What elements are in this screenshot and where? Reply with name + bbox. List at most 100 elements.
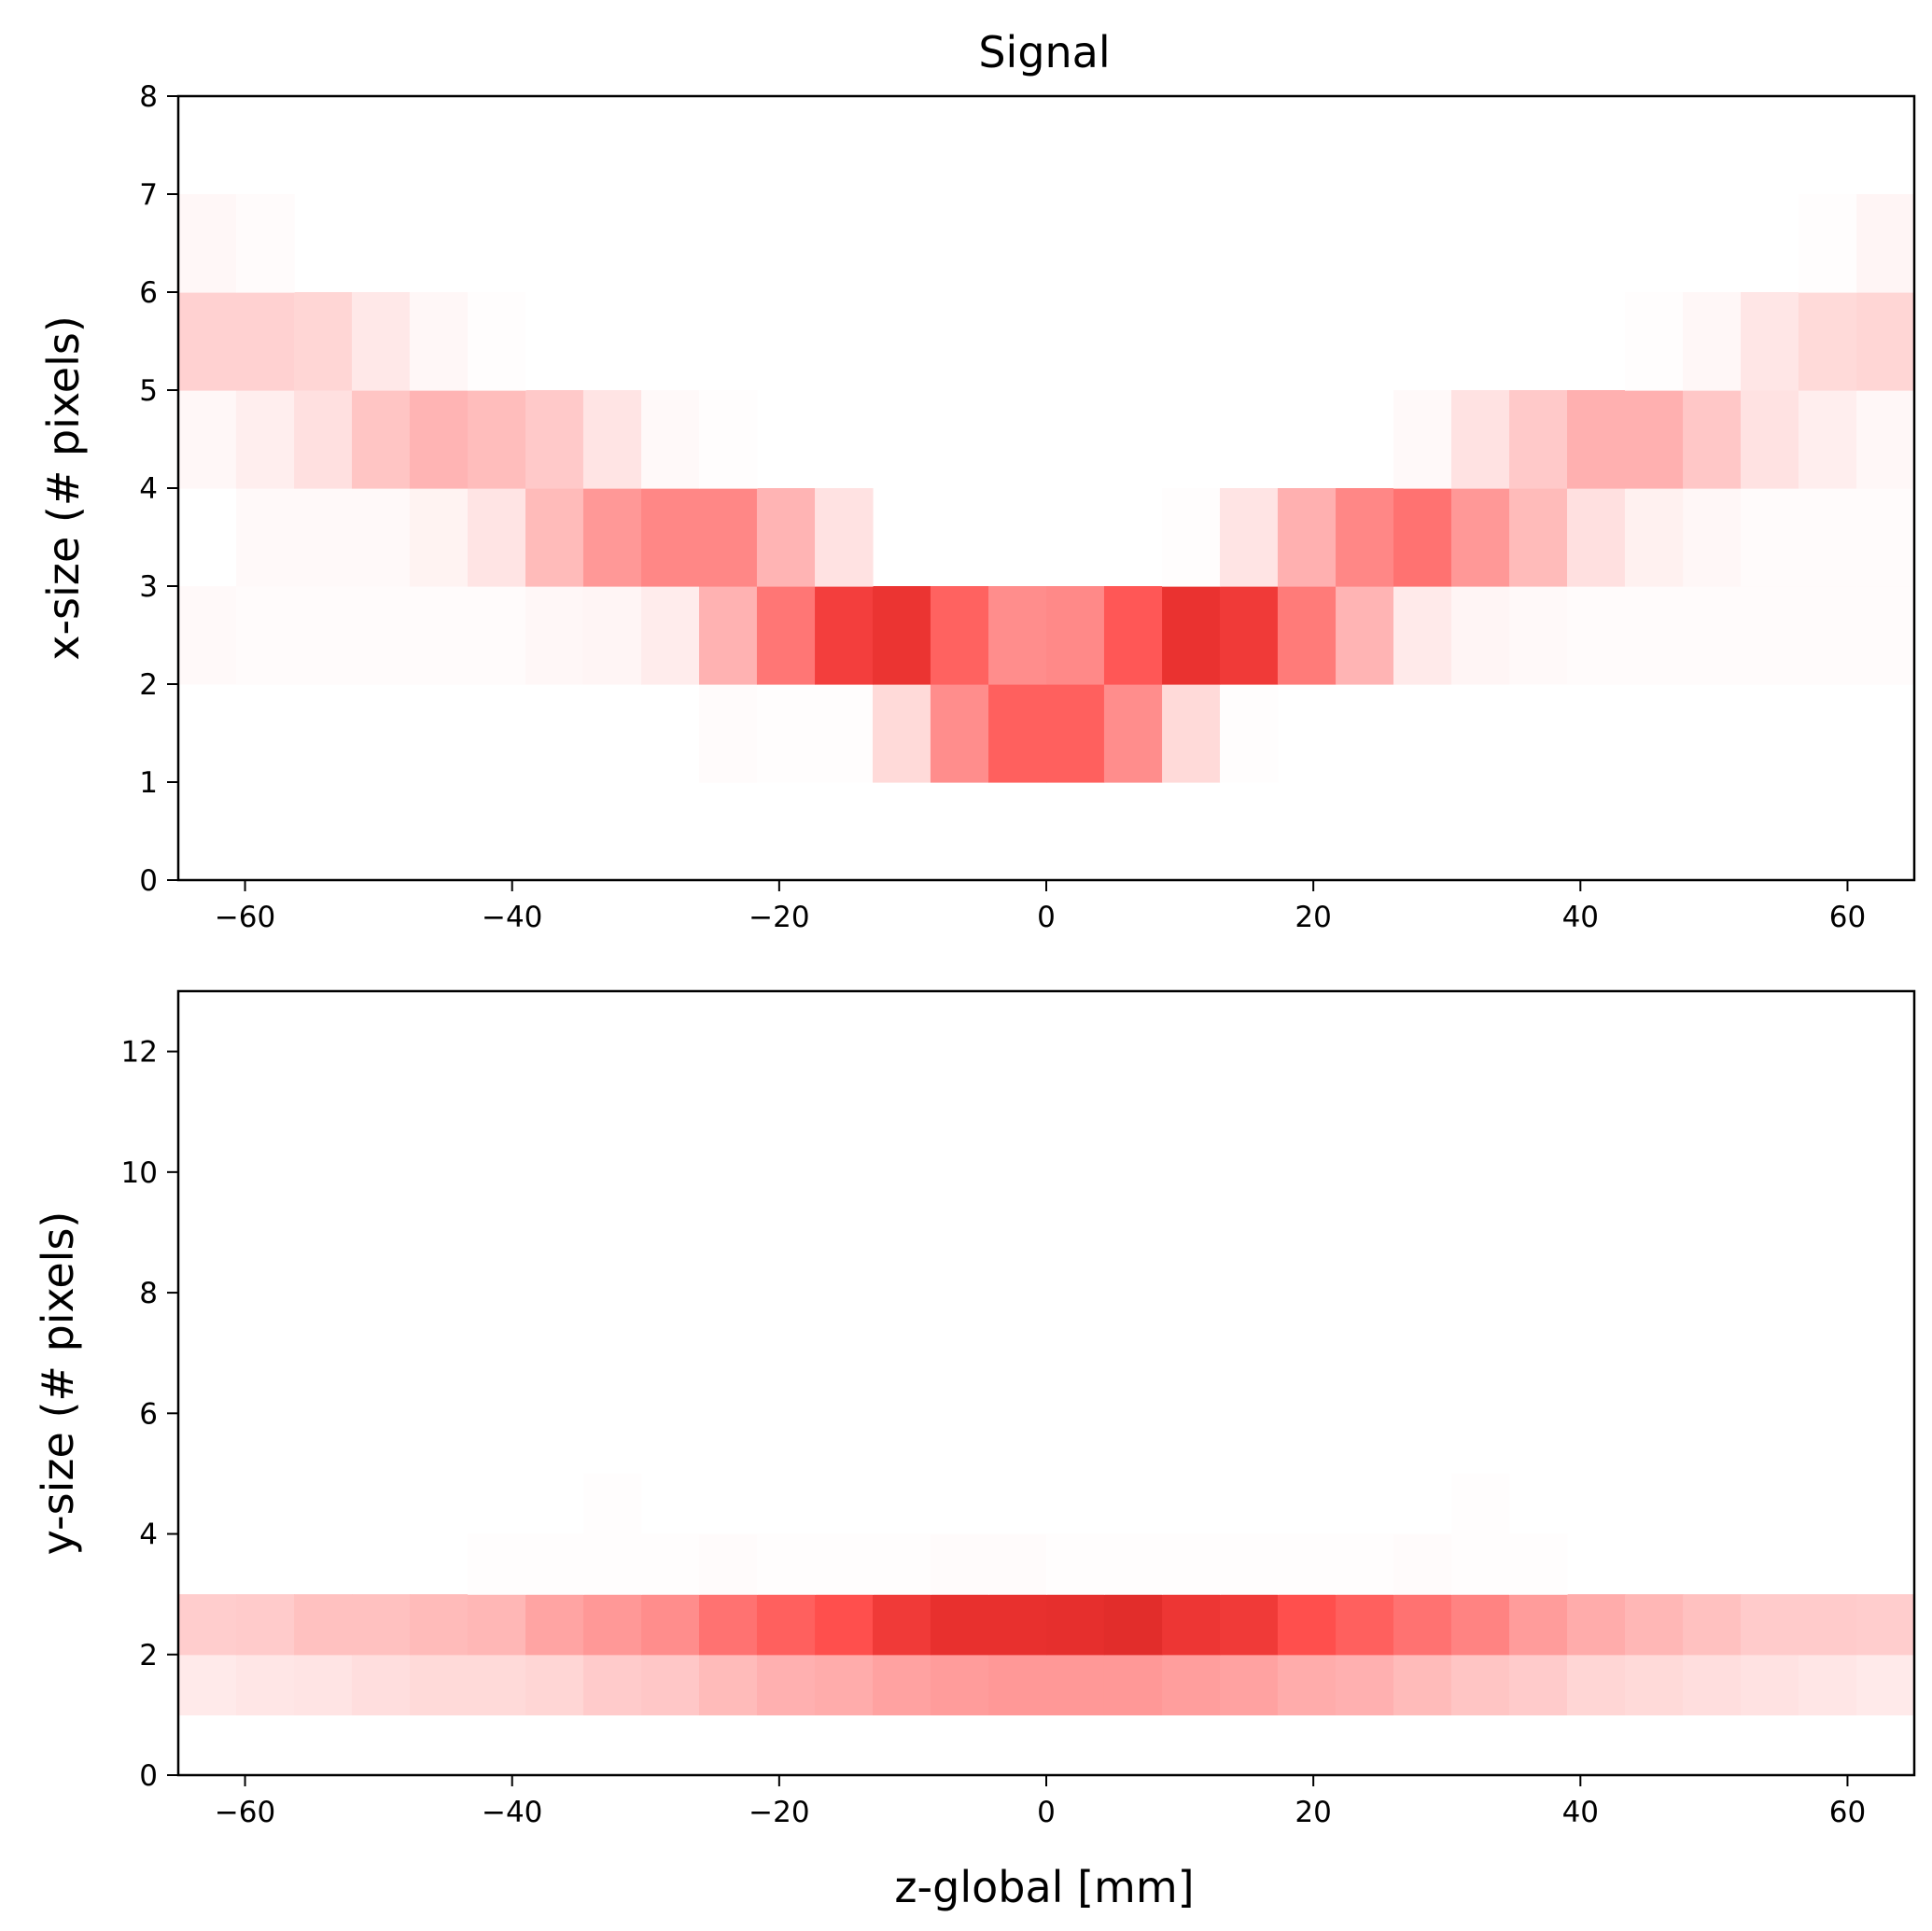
top-heatmap-cell <box>1624 390 1684 489</box>
bottom-heatmap-cell <box>178 1654 237 1715</box>
bottom-y-axis-label: y-size (# pixels) <box>33 1211 83 1556</box>
top-heatmap-cell <box>352 390 411 489</box>
bottom-heatmap-cell <box>1450 1654 1510 1715</box>
top-heatmap-cell <box>1162 488 1221 587</box>
top-heatmap-cell <box>1162 586 1221 685</box>
bottom-x-tick-label: 40 <box>1562 1796 1599 1829</box>
bottom-heatmap-cell <box>1046 1594 1105 1656</box>
bottom-heatmap-cell <box>641 1594 700 1656</box>
top-heatmap-cell <box>641 488 700 587</box>
top-x-ticks: −60 −40 −20 0 20 40 60 <box>215 880 1866 934</box>
top-heatmap-cell <box>873 586 931 685</box>
top-y-tick-label: 1 <box>139 766 158 800</box>
top-heatmap-cell <box>1393 586 1452 685</box>
bottom-heatmap-cell <box>1393 1654 1452 1715</box>
bottom-y-tick-label: 4 <box>139 1518 158 1552</box>
bottom-heatmap-panel: −60 −40 −20 0 20 40 60 0 2 4 6 8 10 12 y-size (# pix… <box>33 989 1916 1829</box>
top-heatmap-cell <box>235 194 295 293</box>
bottom-heatmap-cell <box>1856 1594 1915 1656</box>
top-heatmap-cell <box>1450 586 1510 685</box>
top-heatmap-cell <box>409 488 469 587</box>
top-heatmap-cell <box>873 684 931 783</box>
bottom-heatmap-cell <box>1162 1594 1221 1656</box>
bottom-heatmap-cell <box>525 1594 584 1656</box>
top-heatmap-cell <box>1509 488 1568 587</box>
top-heatmap-cell <box>235 488 295 587</box>
top-x-tick-label: −20 <box>749 901 809 934</box>
top-x-tick-label: −60 <box>215 901 275 934</box>
bottom-heatmap-cell <box>1336 1654 1394 1715</box>
top-heatmap-cell <box>178 194 237 293</box>
bottom-heatmap-cell <box>699 1654 758 1715</box>
bottom-heatmap-cell <box>235 1594 295 1656</box>
top-heatmap-cell <box>1277 586 1337 685</box>
bottom-heatmap-cell <box>1103 1594 1163 1656</box>
bottom-heatmap-cell <box>1277 1594 1337 1656</box>
top-heatmap-cell <box>409 586 469 685</box>
bottom-x-tick-label: 0 <box>1037 1796 1056 1829</box>
top-x-tick-label: 40 <box>1562 901 1599 934</box>
top-heatmap-cell <box>641 586 700 685</box>
chart-title: Signal <box>978 27 1110 77</box>
bottom-heatmap-cell <box>1277 1533 1337 1595</box>
top-heatmap-cell <box>815 488 874 587</box>
bottom-y-tick-label: 0 <box>139 1759 158 1793</box>
bottom-heatmap-cell <box>1567 1654 1626 1715</box>
bottom-y-tick-label: 12 <box>121 1036 158 1070</box>
bottom-x-tick-label: 60 <box>1829 1796 1866 1829</box>
bottom-heatmap-cell <box>178 1594 237 1656</box>
top-y-ticks: 0 1 2 3 4 5 6 7 8 <box>139 80 178 898</box>
top-heatmap-cell <box>294 586 353 685</box>
top-heatmap-cell <box>409 292 469 391</box>
top-heatmap-cell <box>930 586 989 685</box>
bottom-heatmap-cell <box>1162 1533 1221 1595</box>
top-heatmap-cell <box>1683 488 1742 587</box>
top-heatmap-cell <box>352 586 411 685</box>
bottom-heatmap-cell <box>1046 1533 1105 1595</box>
bottom-heatmap-cell <box>1798 1654 1857 1715</box>
bottom-heatmap-cell <box>1683 1654 1742 1715</box>
bottom-heatmap-cell <box>468 1654 526 1715</box>
bottom-heatmap-cell <box>1741 1654 1799 1715</box>
bottom-heatmap-cell <box>988 1533 1047 1595</box>
bottom-y-ticks: 0 2 4 6 8 10 12 <box>121 1036 178 1793</box>
top-heatmap-cell <box>1798 292 1857 391</box>
bottom-heatmap-cell <box>1567 1594 1626 1656</box>
top-heatmap-cell <box>1741 292 1799 391</box>
top-heatmap-cell <box>1741 586 1799 685</box>
top-heatmap-cell <box>1336 586 1394 685</box>
bottom-heatmap-cell <box>1856 1654 1915 1715</box>
top-heatmap-cell <box>468 292 526 391</box>
bottom-heatmap-cell <box>1450 1533 1510 1595</box>
bottom-heatmap-cell <box>930 1533 989 1595</box>
bottom-heatmap-cell <box>1336 1594 1394 1656</box>
top-y-tick-label: 3 <box>139 570 158 604</box>
top-heatmap-cell <box>1683 292 1742 391</box>
bottom-x-tick-label: −60 <box>215 1796 275 1829</box>
bottom-heatmap-cell <box>1393 1594 1452 1656</box>
top-heatmap-cell <box>699 586 758 685</box>
bottom-heatmap-cell <box>582 1594 642 1656</box>
top-heatmap-cell <box>582 586 642 685</box>
top-y-tick-label: 2 <box>139 668 158 702</box>
top-x-tick-label: 0 <box>1037 901 1056 934</box>
top-heatmap-cell <box>1567 488 1626 587</box>
top-heatmap-cell <box>930 684 989 783</box>
bottom-heatmap-cell <box>699 1594 758 1656</box>
top-heatmap-cell <box>1741 390 1799 489</box>
top-heatmap-cell <box>1277 488 1337 587</box>
top-heatmap-cell <box>1856 390 1915 489</box>
top-heatmap-cell <box>1567 586 1626 685</box>
top-heatmap-cell <box>235 586 295 685</box>
bottom-heatmap-cell <box>525 1533 584 1595</box>
top-heatmap-cell <box>235 292 295 391</box>
top-heatmap-cell <box>815 586 874 685</box>
bottom-heatmap-cell <box>1220 1654 1279 1715</box>
bottom-heatmap-cell <box>1336 1533 1394 1595</box>
bottom-heatmap-cell <box>235 1654 295 1715</box>
top-heatmap-cell <box>178 292 237 391</box>
bottom-heatmap-cell <box>294 1594 353 1656</box>
top-heatmap-cell <box>1220 586 1279 685</box>
top-heatmap-cell <box>352 488 411 587</box>
top-heatmap-cell <box>1624 586 1684 685</box>
